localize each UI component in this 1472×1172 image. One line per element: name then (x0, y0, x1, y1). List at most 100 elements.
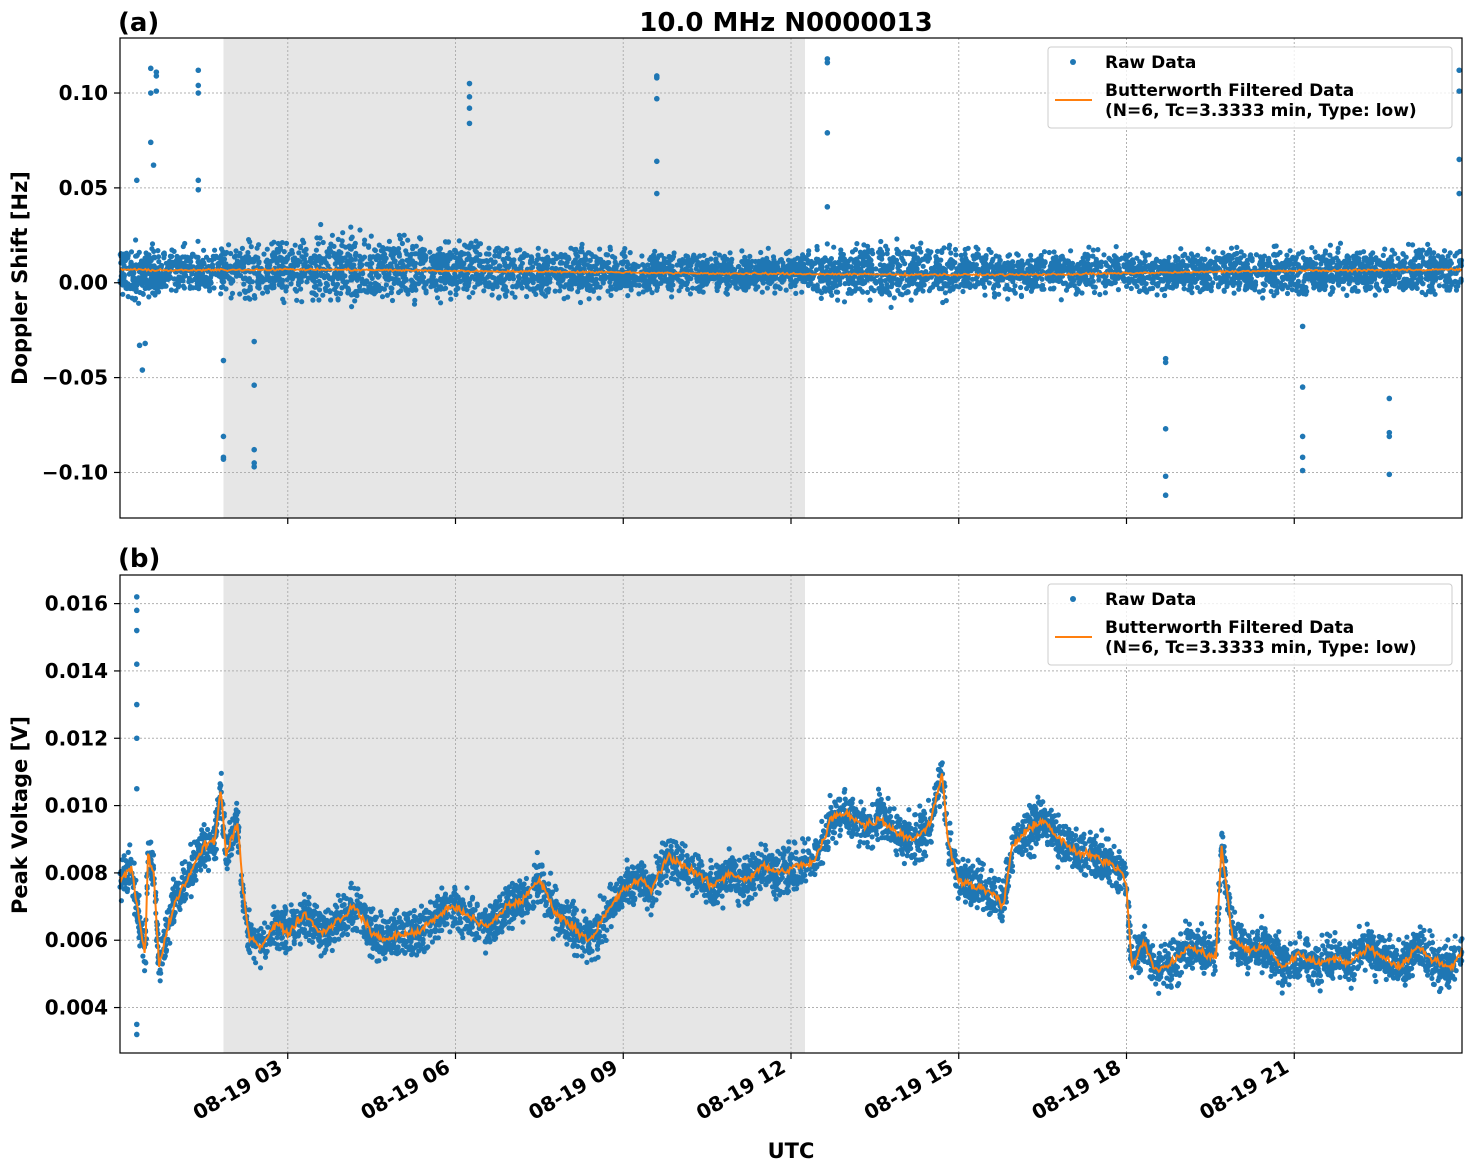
panel-a-raw-outlier (1386, 433, 1393, 440)
panel-a-raw-outlier (195, 186, 202, 193)
panel-b-raw-spike (133, 701, 140, 708)
panel-b-ytick-label: 0.008 (45, 861, 108, 885)
panel-a-raw-outlier (153, 73, 160, 79)
panel-a-raw-outlier (220, 357, 227, 364)
panel-a-raw-outlier (133, 177, 140, 184)
panel-a-filtered-line (119, 266, 1463, 278)
panel-a-raw-outlier (1386, 471, 1393, 478)
panel-a-raw-outlier (1162, 492, 1169, 499)
panel-a-raw-outlier (147, 90, 154, 96)
panel-b-raw-spike (133, 785, 140, 792)
x-tick-label: 08-19 15 (860, 1055, 958, 1125)
x-tick-label: 08-19 06 (356, 1055, 454, 1125)
panel-a-legend-filtered-line: (N=6, Tc=3.3333 min, Type: low) (1105, 101, 1417, 121)
panel-b-raw-spike (133, 607, 140, 614)
panel-a-legend-filtered-label: Butterworth Filtered Data (N=6, Tc=3.3333… (1105, 81, 1417, 121)
panel-b-raw-points (117, 760, 1465, 996)
panel-a-raw-outlier (220, 433, 227, 440)
panel-a-raw-outlier (142, 340, 148, 347)
panel-a-raw-outlier (1456, 156, 1463, 163)
panel-b-ylabel: Peak Voltage [V] (8, 716, 32, 914)
panel-b-legend-filtered-line: Butterworth Filtered Data (1105, 618, 1354, 638)
panel-a-raw-outlier (153, 88, 160, 94)
panel-b-raw-spike (133, 735, 140, 742)
panel-a-raw-outlier (1456, 88, 1463, 94)
panel-b-ytick-label: 0.004 (45, 996, 108, 1020)
x-tick-label: 08-19 12 (692, 1055, 790, 1125)
panel-b-voltage: (b) 0.0160.0140.0120.0100.0080.0060.004 … (8, 544, 1465, 1125)
panel-a-ytick-label: 0.05 (59, 176, 108, 200)
panel-a-raw-outlier (147, 139, 154, 146)
panel-b-ytick-label: 0.006 (45, 928, 108, 952)
panel-b-shaded-region (223, 575, 805, 1053)
panel-b-raw-spike (133, 627, 140, 634)
panel-a-raw-outlier (1386, 395, 1393, 402)
panel-a-raw-outlier (195, 90, 202, 96)
panel-a-raw-outlier (824, 130, 831, 136)
panel-b-filtered-line (119, 773, 1463, 974)
panel-a-ytick-label: −0.05 (42, 366, 108, 390)
panel-b-legend-raw-label: Raw Data (1105, 590, 1196, 610)
panel-a-raw-outlier (1299, 467, 1306, 474)
panel-a-raw-outlier (1162, 426, 1169, 432)
panel-a-raw-outlier (466, 105, 473, 111)
panel-a-raw-outlier (1299, 323, 1306, 330)
panel-a-raw-outlier (654, 95, 660, 102)
x-tick-label: 08-19 03 (189, 1055, 287, 1125)
figure-title: 10.0 MHz N0000013 (639, 8, 932, 38)
panel-b-raw-spike (133, 1021, 140, 1028)
panel-a-raw-outlier (139, 367, 146, 373)
x-tick-label: 08-19 21 (1195, 1055, 1293, 1125)
panel-b-legend: Raw Data Butterworth Filtered Data (N=6, … (1047, 583, 1453, 666)
panel-a-raw-outlier (195, 82, 202, 89)
panel-a-raw-outlier (251, 446, 257, 453)
panel-a-raw-outlier (654, 75, 660, 81)
panel-a-raw-outlier (136, 342, 143, 349)
panel-b-label: (b) (118, 544, 160, 574)
panel-b-legend-filtered-line: (N=6, Tc=3.3333 min, Type: low) (1105, 638, 1417, 658)
panel-b-legend-filtered-label: Butterworth Filtered Data (N=6, Tc=3.3333… (1105, 618, 1417, 658)
panel-b-ytick-label: 0.016 (45, 592, 108, 616)
panel-a-ytick-label: −0.10 (42, 460, 108, 484)
panel-a-raw-outlier (251, 382, 257, 388)
panel-a-raw-outlier (654, 190, 660, 197)
panel-b-raw-spike (133, 1031, 140, 1038)
panel-b-raw-spike (133, 661, 140, 668)
panel-a-doppler: (a) 0.10 0.05 0.00 −0.05 −0.10 Doppler Shift… (8, 8, 1465, 524)
panel-b-ytick-label: 0.014 (45, 659, 108, 683)
panel-a-legend-filtered-line: Butterworth Filtered Data (1105, 81, 1354, 101)
panel-a-ytick-label: 0.00 (59, 271, 108, 295)
panel-a-raw-outlier (1299, 384, 1306, 390)
panel-a-raw-outlier (466, 94, 473, 100)
panel-a-raw-outlier (1456, 190, 1463, 197)
panel-a-ytick-label: 0.10 (59, 81, 108, 105)
panel-a-raw-outlier (251, 338, 257, 345)
panel-a-raw-points (117, 221, 1465, 310)
panel-a-raw-outlier (251, 463, 257, 470)
panel-a-raw-outlier (1299, 454, 1306, 461)
panel-b-ytick-label: 0.012 (45, 726, 108, 750)
panel-b-legend-raw-marker (1070, 596, 1076, 602)
panel-a-raw-outlier (1162, 473, 1169, 480)
panel-a-legend: Raw Data Butterworth Filtered Data (N=6, … (1047, 46, 1453, 129)
panel-b-ytick-label: 0.010 (45, 794, 108, 818)
panel-a-raw-outlier (220, 456, 227, 462)
panel-b-raw-spike (133, 594, 140, 600)
panel-a-raw-outlier (466, 120, 473, 127)
panel-a-raw-outlier (150, 162, 157, 168)
panel-a-raw-outlier (824, 59, 831, 66)
panel-a-legend-raw-label: Raw Data (1105, 53, 1196, 73)
panel-a-ylabel: Doppler Shift [Hz] (8, 171, 32, 385)
x-tick-label: 08-19 09 (524, 1055, 622, 1125)
panel-a-raw-outlier (1299, 433, 1306, 440)
panel-a-raw-outlier (1456, 67, 1463, 74)
x-tick-label: 08-19 18 (1027, 1055, 1125, 1125)
panel-a-raw-outlier (195, 67, 202, 74)
panel-a-raw-outlier (466, 80, 473, 87)
panel-a-raw-outlier (654, 158, 660, 165)
panel-a-label: (a) (118, 8, 159, 38)
panel-a-frame (119, 37, 1463, 519)
panel-a-raw-outlier (824, 204, 831, 210)
panel-a-raw-outlier (195, 177, 202, 184)
